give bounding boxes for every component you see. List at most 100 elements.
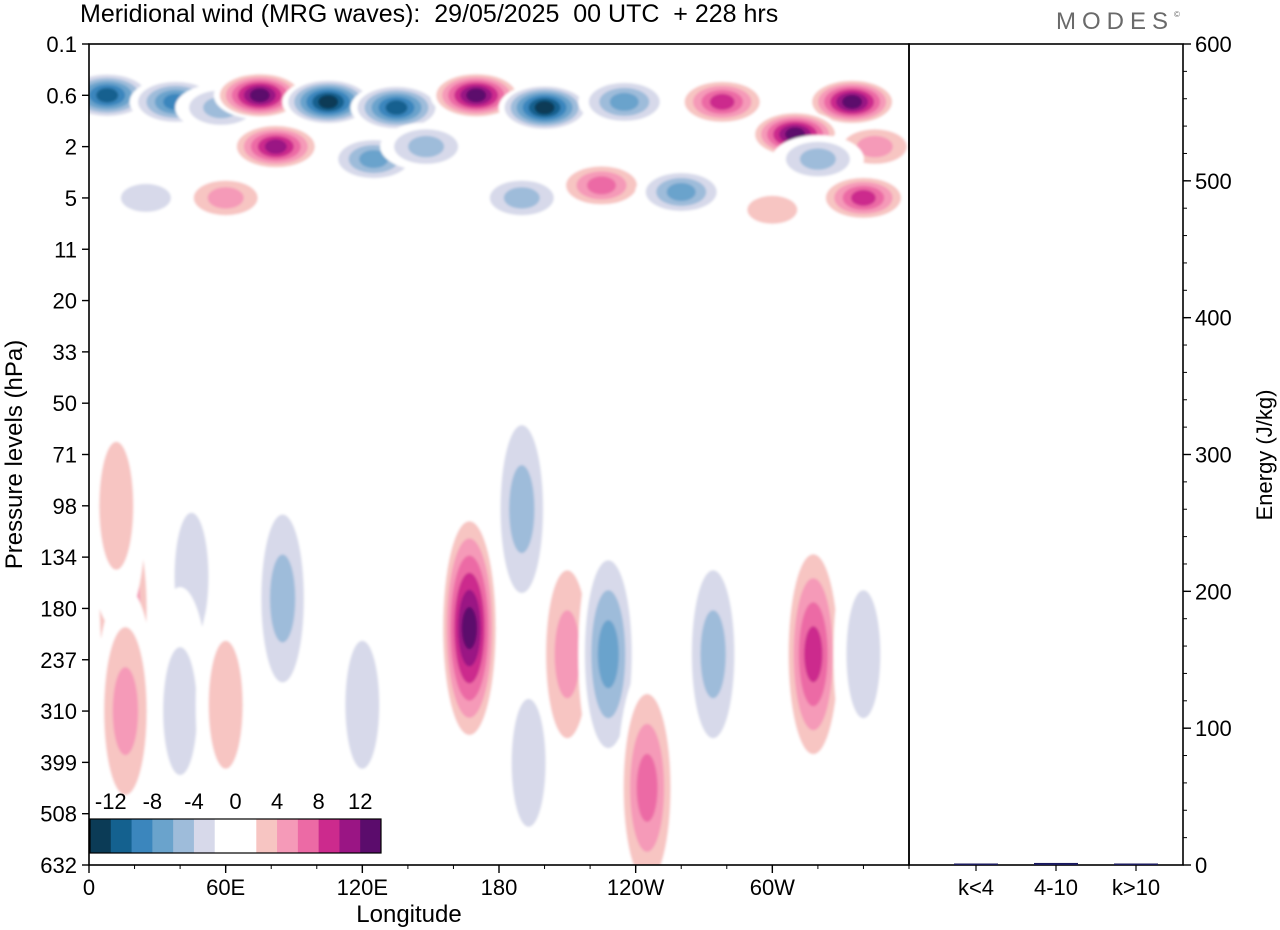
contour-band-17-3: [503, 187, 540, 209]
contour-band-12-6: [264, 139, 287, 154]
y-tick-label: 399: [40, 750, 77, 775]
contour-band-7-7: [534, 100, 555, 115]
energy-y-tick-label: 400: [1195, 306, 1232, 331]
energy-x-tick-label: 4-10: [1034, 875, 1078, 900]
contour-band-28-2: [345, 640, 380, 769]
contour-band-29-7: [461, 607, 478, 650]
colorbar-swatch: [90, 819, 112, 853]
y-tick-label: 0.6: [46, 83, 77, 108]
colorbar-label: 12: [348, 789, 372, 814]
contour-band-16-4: [666, 183, 696, 201]
contour-band-22-2: [747, 195, 798, 224]
colorbar-swatch: [297, 819, 320, 853]
colorbar-frame: [89, 818, 382, 854]
wind-field: [89, 71, 909, 865]
y-tick-label: 50: [53, 391, 77, 416]
energy-panel: 0 100 200 300 400 500 600 Energy (J/kg) k<4 4-10 k…: [954, 32, 1277, 900]
contour-band-10-7: [842, 95, 863, 109]
colorbar-label: 8: [313, 789, 325, 814]
colorbar-label: 0: [229, 789, 241, 814]
contour-band-4-7: [318, 95, 339, 109]
colorbar: -12 -8 -4 0 4 8 12: [89, 789, 382, 854]
contour-band-23-2: [120, 183, 171, 212]
x-tick-label: 60E: [206, 875, 245, 900]
energy-y-tick-label: 100: [1195, 716, 1232, 741]
colorbar-swatch: [193, 819, 216, 853]
colorbar-label: -4: [184, 789, 204, 814]
x-tick-label: 120W: [607, 875, 665, 900]
contour-band-15-4: [587, 176, 616, 195]
contour-band-25-3: [112, 667, 139, 756]
energy-y-tick-label: 600: [1195, 32, 1232, 57]
contour-band-14-3: [408, 135, 445, 158]
y-tick-label: 310: [40, 699, 77, 724]
contour-band-27-3: [269, 554, 296, 643]
energy-x-tick-label: k<4: [958, 875, 994, 900]
energy-bar: [1034, 862, 1078, 865]
x-tick-label: 60W: [750, 875, 795, 900]
contour-band-32-3: [554, 610, 580, 699]
contour-band-41-2: [208, 640, 243, 769]
energy-y-tick-label: 300: [1195, 443, 1232, 468]
x-axis-title: Longitude: [356, 901, 461, 928]
energy-bar: [1114, 863, 1158, 865]
chart-title: Meridional wind (MRG waves): 29/05/2025 …: [80, 0, 779, 28]
energy-bar: [954, 863, 998, 865]
contour-band-20-5: [851, 189, 876, 206]
contour-band-33-4: [597, 620, 619, 689]
energy-x-tick-label: k>10: [1112, 875, 1160, 900]
x-tick-label: 0: [83, 875, 95, 900]
y-tick-label: 98: [53, 494, 77, 519]
colorbar-swatch: [214, 819, 236, 853]
contour-band-31-2: [511, 698, 546, 827]
y-tick-label: 33: [53, 340, 77, 365]
field-contours: [89, 71, 909, 865]
colorbar-swatch: [256, 819, 278, 853]
contour-band-36-5: [804, 626, 823, 683]
y-tick-label: 5: [65, 186, 77, 211]
y-tick-label: 134: [40, 545, 77, 570]
contour-band-13-4: [359, 150, 389, 169]
contour-band-35-3: [700, 610, 726, 699]
colorbar-label: -8: [143, 789, 163, 814]
x-tick-label: 180: [481, 875, 518, 900]
y-tick-label: 11: [54, 237, 77, 262]
contour-band-34-4: [636, 753, 658, 822]
brand-logo: MODES©: [1056, 8, 1180, 36]
contour-band-8-4: [609, 92, 639, 111]
energy-y-tick-label: 500: [1195, 169, 1232, 194]
contour-band-0-6: [96, 88, 119, 103]
contour-band-40-2: [163, 647, 198, 776]
contour-band-21-3: [207, 187, 244, 209]
colorbar-swatch: [173, 819, 195, 853]
colorbar-swatch: [131, 819, 153, 853]
y-tick-label: 71: [53, 443, 77, 468]
energy-y-tick-label: 200: [1195, 579, 1232, 604]
colorbar-swatch: [360, 819, 382, 853]
y-tick-label: 180: [40, 596, 77, 621]
y-tick-label: 508: [40, 802, 77, 827]
colorbar-swatch: [110, 819, 133, 853]
energy-y-tick-label: 0: [1195, 853, 1207, 878]
contour-band-38-2: [99, 441, 134, 570]
colorbar-swatch: [235, 819, 257, 853]
energy-frame: [908, 43, 1184, 866]
contour-band-9-5: [709, 93, 735, 110]
colorbar-label: 4: [271, 789, 283, 814]
y-tick-label: 632: [40, 853, 77, 878]
colorbar-swatch: [152, 819, 174, 853]
contour-band-19-3: [799, 148, 836, 170]
x-tick-label: 120E: [337, 875, 388, 900]
y-tick-label: 2: [65, 135, 77, 160]
colorbar-label: -12: [95, 789, 127, 814]
colorbar-swatch: [277, 819, 299, 853]
contour-band-18-3: [856, 135, 893, 158]
contour-band-37-2: [846, 590, 881, 719]
y-axis-title: Pressure levels (hPa): [1, 340, 28, 569]
brand-text: MODES: [1056, 8, 1175, 35]
colorbar-swatch: [339, 819, 361, 853]
y-tick-label: 0.1: [46, 32, 77, 57]
colorbar-swatch: [318, 819, 340, 853]
brand-mark: ©: [1174, 10, 1180, 19]
